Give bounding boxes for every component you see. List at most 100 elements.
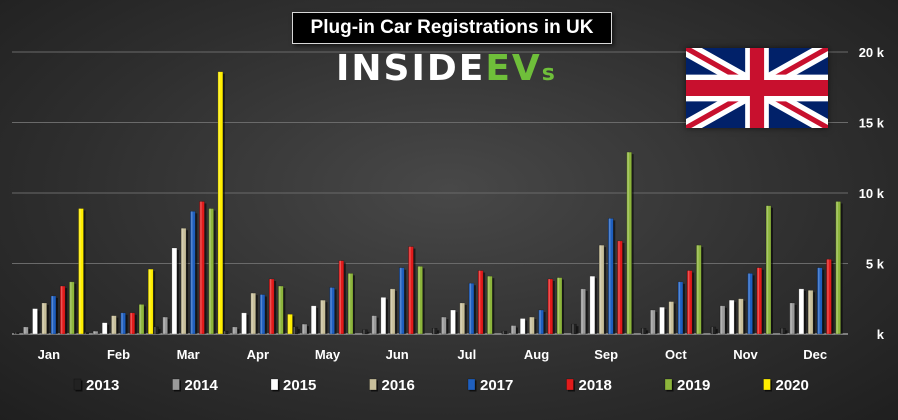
bar-2015-aug bbox=[519, 318, 526, 335]
bar-2017-aug bbox=[538, 309, 544, 335]
bar-highlight bbox=[618, 240, 620, 334]
bar-2016-oct bbox=[668, 301, 675, 335]
insideevs-logo: INSIDEEVs bbox=[336, 48, 555, 89]
bar-highlight bbox=[739, 298, 741, 334]
bar-highlight bbox=[330, 287, 332, 334]
bar-2018-nov bbox=[756, 267, 763, 335]
bar-highlight bbox=[339, 260, 341, 334]
bar-highlight bbox=[432, 328, 435, 334]
bar-highlight bbox=[233, 326, 235, 334]
bar-highlight bbox=[112, 315, 114, 334]
bar-highlight bbox=[678, 281, 681, 334]
bar-highlight bbox=[409, 246, 411, 334]
legend-label-2017: 2017 bbox=[480, 377, 513, 394]
bar-highlight bbox=[651, 310, 653, 334]
bar-2019-dec bbox=[835, 201, 841, 335]
bar-2013-feb bbox=[83, 332, 90, 335]
bar-highlight bbox=[372, 315, 374, 334]
bar-highlight bbox=[209, 208, 211, 334]
legend-swatch-2019 bbox=[664, 378, 673, 391]
y-tick-label: k bbox=[877, 327, 885, 342]
bar-2017-jul bbox=[468, 282, 475, 335]
bar-2019-mar bbox=[208, 208, 214, 335]
bar-2013-may bbox=[292, 326, 299, 335]
x-tick-label: Nov bbox=[733, 347, 758, 362]
bar-highlight bbox=[488, 276, 490, 334]
bar-2014-apr bbox=[232, 326, 238, 335]
bar-highlight bbox=[42, 302, 44, 334]
x-tick-label: Feb bbox=[107, 347, 130, 362]
bar-2018-may bbox=[338, 260, 345, 335]
bar-2015-apr bbox=[241, 312, 247, 335]
bar-highlight bbox=[84, 332, 86, 334]
bar-2014-jun bbox=[371, 315, 377, 335]
bar-highlight bbox=[288, 314, 290, 334]
bar-highlight bbox=[599, 245, 602, 334]
bar-2015-jan bbox=[32, 308, 38, 335]
bar-2015-dec bbox=[798, 288, 805, 335]
bar-highlight bbox=[827, 259, 829, 334]
bar-2014-dec bbox=[789, 302, 795, 335]
bar-highlight bbox=[418, 266, 420, 334]
bar-highlight bbox=[24, 326, 26, 334]
bar-highlight bbox=[51, 295, 54, 334]
legend-label-2019: 2019 bbox=[677, 377, 710, 394]
bar-2020-mar bbox=[217, 71, 224, 335]
bar-highlight bbox=[460, 302, 462, 334]
bar-highlight bbox=[572, 324, 574, 334]
bar-2016-may bbox=[320, 299, 326, 335]
y-tick-label: 20 k bbox=[859, 45, 885, 60]
x-tick-label: Oct bbox=[665, 347, 687, 362]
legend-label-2015: 2015 bbox=[283, 377, 316, 394]
bar-highlight bbox=[200, 201, 202, 334]
bar-highlight bbox=[720, 305, 723, 334]
bar-2016-dec bbox=[807, 289, 814, 335]
bar-2013-oct bbox=[640, 328, 647, 335]
bar-2013-sep bbox=[571, 323, 577, 335]
bar-2018-oct bbox=[686, 270, 693, 335]
x-tick-label: Mar bbox=[177, 347, 200, 362]
bar-2016-sep bbox=[598, 244, 605, 335]
bar-2014-feb bbox=[92, 330, 99, 335]
bar-highlight bbox=[590, 276, 593, 334]
bar-2016-mar bbox=[180, 227, 187, 335]
bar-2019-may bbox=[347, 273, 354, 335]
bar-highlight bbox=[321, 300, 323, 334]
bar-highlight bbox=[130, 312, 132, 334]
bar-2015-may bbox=[310, 305, 317, 335]
bar-highlight bbox=[149, 269, 151, 334]
x-tick-label: Jan bbox=[38, 347, 60, 362]
bar-2016-feb bbox=[111, 315, 117, 335]
bar-2020-apr bbox=[287, 313, 293, 335]
bar-highlight bbox=[172, 247, 175, 334]
bar-2019-oct bbox=[696, 244, 702, 335]
legend-label-2020: 2020 bbox=[776, 377, 809, 394]
legend: 2013 2014 2015 2016 2017 2018 2019 2020 bbox=[73, 377, 809, 394]
bar-highlight bbox=[669, 301, 671, 334]
bar-highlight bbox=[363, 329, 365, 334]
logo-ev-text: EV bbox=[485, 48, 542, 89]
bar-2019-jan bbox=[69, 281, 75, 335]
bar-2013-jul bbox=[431, 328, 438, 335]
legend-swatch-2018 bbox=[566, 378, 574, 391]
bar-2017-sep bbox=[607, 218, 614, 335]
bar-2014-aug bbox=[510, 325, 517, 335]
bar-highlight bbox=[451, 310, 453, 334]
bar-2017-apr bbox=[259, 294, 266, 335]
bar-highlight bbox=[609, 218, 611, 334]
legend-swatch-2017 bbox=[467, 378, 476, 391]
bar-2018-jan bbox=[59, 285, 66, 335]
bar-2019-nov bbox=[765, 205, 772, 335]
bar-highlight bbox=[539, 310, 541, 334]
bar-2013-jan bbox=[13, 332, 20, 335]
bar-2015-nov bbox=[728, 299, 735, 335]
bar-2015-sep bbox=[589, 275, 596, 335]
bar-highlight bbox=[242, 312, 244, 334]
bar-2013-apr bbox=[222, 330, 229, 335]
y-tick-label: 5 k bbox=[866, 257, 885, 272]
bar-highlight bbox=[251, 293, 253, 334]
bar-2013-dec bbox=[780, 328, 786, 335]
legend-swatch-2013 bbox=[73, 378, 82, 391]
